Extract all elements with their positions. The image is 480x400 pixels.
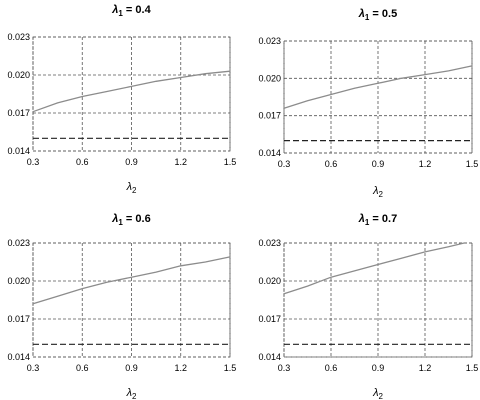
title-subscript: 1: [118, 9, 123, 18]
x-tick-label: 0.6: [76, 363, 89, 373]
y-tick-label: 0.014: [7, 352, 30, 362]
x-tick-label: 0.6: [76, 157, 89, 167]
x-tick-label: 0.9: [125, 363, 138, 373]
x-axis-subscript: 2: [132, 392, 137, 400]
x-tick-label: 0.3: [278, 159, 291, 169]
y-tick-label: 0.020: [258, 276, 281, 286]
title-value: = 0.4: [123, 4, 152, 16]
x-tick-label: 0.3: [27, 157, 40, 167]
y-tick-label: 0.023: [258, 238, 281, 248]
x-axis-subscript: 2: [378, 190, 383, 199]
series-line-solid: [32, 70, 231, 113]
y-tick-label: 0.014: [7, 146, 30, 156]
x-tick-label: 1.2: [419, 159, 432, 169]
y-tick-label: 0.017: [7, 314, 30, 324]
x-tick-label: 1.5: [224, 157, 237, 167]
x-tick-label: 1.5: [466, 159, 479, 169]
y-tick-label: 0.017: [7, 108, 30, 118]
x-axis-symbol: λ: [126, 387, 132, 399]
title-symbol: λ: [111, 213, 118, 225]
chart-title: λ1 = 0.4: [111, 4, 151, 18]
x-axis-subscript: 2: [132, 186, 137, 195]
x-tick-label: 1.2: [419, 363, 432, 373]
y-tick-label: 0.014: [258, 352, 281, 362]
x-tick-label: 0.3: [27, 363, 40, 373]
y-tick-label: 0.017: [258, 111, 281, 121]
y-tick-label: 0.023: [258, 36, 281, 46]
x-axis-label: λ2: [372, 387, 383, 400]
title-symbol: λ: [358, 213, 365, 225]
x-axis-label: λ2: [126, 387, 137, 400]
series-line-solid: [283, 65, 473, 109]
x-axis-symbol: λ: [126, 181, 132, 193]
y-tick-label: 0.023: [7, 32, 30, 42]
y-tick-label: 0.020: [258, 73, 281, 83]
y-tick-label: 0.017: [258, 314, 281, 324]
x-axis-symbol: λ: [372, 387, 378, 399]
x-tick-label: 0.6: [325, 159, 338, 169]
title-symbol: λ: [358, 8, 365, 20]
chart-title: λ1 = 0.7: [358, 213, 397, 227]
title-subscript: 1: [365, 13, 370, 22]
x-axis-symbol: λ: [372, 185, 378, 197]
x-tick-label: 0.9: [125, 157, 138, 167]
x-tick-label: 0.9: [372, 159, 385, 169]
y-tick-label: 0.020: [7, 276, 30, 286]
series-line-solid: [32, 256, 231, 305]
x-axis-subscript: 2: [378, 392, 383, 400]
series-line-solid: [283, 242, 465, 295]
x-tick-label: 0.6: [325, 363, 338, 373]
y-tick-label: 0.014: [258, 148, 281, 158]
plot-frame: [32, 242, 231, 358]
x-tick-label: 0.9: [372, 363, 385, 373]
y-tick-label: 0.023: [7, 238, 30, 248]
x-axis-label: λ2: [126, 181, 137, 195]
title-symbol: λ: [111, 4, 118, 16]
x-axis-label: λ2: [372, 185, 383, 199]
chart-title: λ1 = 0.6: [111, 213, 150, 227]
title-value: = 0.5: [369, 8, 397, 20]
title-subscript: 1: [118, 218, 123, 227]
title-subscript: 1: [365, 218, 370, 227]
plot-frame: [32, 36, 231, 152]
x-tick-label: 1.2: [174, 363, 187, 373]
title-value: = 0.6: [123, 213, 151, 225]
x-tick-label: 1.2: [174, 157, 187, 167]
chart-title: λ1 = 0.5: [358, 8, 397, 22]
x-tick-label: 1.5: [466, 363, 479, 373]
title-value: = 0.7: [369, 213, 397, 225]
plot-frame: [283, 242, 473, 358]
x-tick-label: 0.3: [278, 363, 291, 373]
x-tick-label: 1.5: [224, 363, 237, 373]
y-tick-label: 0.020: [7, 70, 30, 80]
